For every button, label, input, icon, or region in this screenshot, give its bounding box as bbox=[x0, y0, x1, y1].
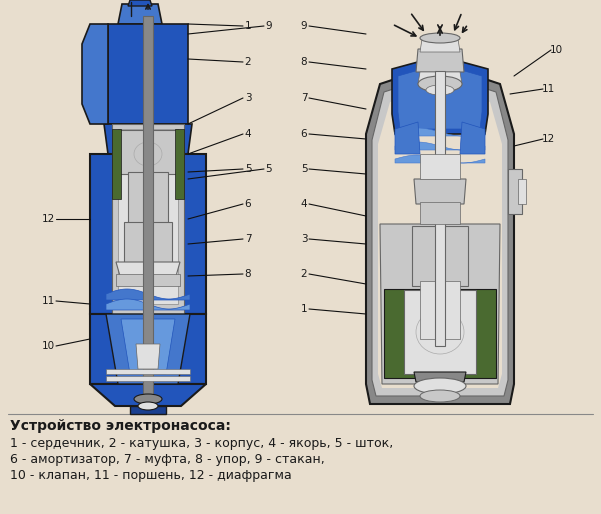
Bar bbox=[120, 130, 176, 174]
Polygon shape bbox=[416, 49, 464, 72]
Polygon shape bbox=[106, 299, 190, 310]
Polygon shape bbox=[395, 155, 485, 163]
Text: 3: 3 bbox=[245, 93, 251, 103]
Ellipse shape bbox=[426, 85, 454, 95]
Polygon shape bbox=[118, 129, 178, 304]
Ellipse shape bbox=[134, 394, 162, 404]
Bar bbox=[435, 71, 445, 346]
Polygon shape bbox=[106, 376, 190, 381]
Polygon shape bbox=[366, 64, 514, 404]
Polygon shape bbox=[395, 128, 485, 136]
Ellipse shape bbox=[414, 378, 466, 394]
Polygon shape bbox=[90, 384, 206, 406]
Text: 4: 4 bbox=[300, 199, 307, 209]
Text: 8: 8 bbox=[300, 57, 307, 67]
Polygon shape bbox=[82, 24, 108, 124]
Polygon shape bbox=[418, 72, 462, 84]
Bar bbox=[404, 290, 476, 374]
Text: 7: 7 bbox=[245, 234, 251, 244]
Polygon shape bbox=[175, 129, 184, 199]
Polygon shape bbox=[130, 406, 166, 414]
Text: 6 - амортизатор, 7 - муфта, 8 - упор, 9 - стакан,: 6 - амортизатор, 7 - муфта, 8 - упор, 9 … bbox=[10, 453, 325, 467]
Text: 10 - клапан, 11 - поршень, 12 - диафрагма: 10 - клапан, 11 - поршень, 12 - диафрагм… bbox=[10, 469, 291, 483]
Polygon shape bbox=[420, 39, 460, 52]
Text: 5: 5 bbox=[245, 164, 251, 174]
Ellipse shape bbox=[418, 76, 462, 92]
Text: 6: 6 bbox=[245, 199, 251, 209]
Polygon shape bbox=[118, 4, 162, 24]
Polygon shape bbox=[398, 64, 482, 129]
Text: 9: 9 bbox=[300, 21, 307, 31]
Text: 6: 6 bbox=[300, 129, 307, 139]
Polygon shape bbox=[128, 0, 152, 6]
Polygon shape bbox=[420, 202, 460, 224]
Polygon shape bbox=[106, 314, 190, 384]
Polygon shape bbox=[395, 122, 420, 154]
Bar bbox=[124, 222, 172, 264]
Polygon shape bbox=[508, 169, 522, 214]
Text: 1: 1 bbox=[245, 21, 251, 31]
Text: 10: 10 bbox=[41, 341, 55, 351]
Text: 9: 9 bbox=[266, 21, 272, 31]
Text: 1: 1 bbox=[300, 304, 307, 314]
Polygon shape bbox=[395, 142, 485, 150]
Polygon shape bbox=[112, 129, 121, 199]
Polygon shape bbox=[518, 179, 526, 204]
Bar bbox=[128, 172, 168, 224]
Polygon shape bbox=[384, 289, 496, 378]
Text: 5: 5 bbox=[300, 164, 307, 174]
Text: 2: 2 bbox=[245, 57, 251, 67]
Text: 2: 2 bbox=[300, 269, 307, 279]
Bar bbox=[143, 16, 153, 406]
Text: 3: 3 bbox=[300, 234, 307, 244]
Polygon shape bbox=[460, 122, 485, 154]
Polygon shape bbox=[90, 154, 206, 314]
Polygon shape bbox=[104, 124, 192, 154]
Polygon shape bbox=[121, 319, 175, 374]
Text: 5: 5 bbox=[266, 164, 272, 174]
Polygon shape bbox=[116, 262, 180, 276]
Text: 7: 7 bbox=[300, 93, 307, 103]
Polygon shape bbox=[116, 274, 180, 286]
Polygon shape bbox=[372, 74, 508, 396]
Polygon shape bbox=[414, 179, 466, 204]
Text: 12: 12 bbox=[542, 134, 555, 144]
Text: 1 - сердечник, 2 - катушка, 3 - корпус, 4 - якорь, 5 - шток,: 1 - сердечник, 2 - катушка, 3 - корпус, … bbox=[10, 437, 393, 450]
Polygon shape bbox=[414, 372, 466, 382]
Polygon shape bbox=[420, 154, 460, 179]
Text: 12: 12 bbox=[41, 214, 55, 224]
Ellipse shape bbox=[420, 33, 460, 43]
Polygon shape bbox=[106, 289, 190, 300]
Bar bbox=[420, 281, 460, 339]
Text: 10: 10 bbox=[549, 45, 563, 55]
Polygon shape bbox=[378, 84, 502, 388]
Polygon shape bbox=[90, 314, 206, 384]
Polygon shape bbox=[136, 344, 160, 369]
Ellipse shape bbox=[420, 390, 460, 402]
Text: 11: 11 bbox=[542, 84, 555, 94]
Polygon shape bbox=[106, 369, 190, 374]
Text: 4: 4 bbox=[245, 129, 251, 139]
Polygon shape bbox=[380, 224, 500, 384]
Polygon shape bbox=[108, 24, 188, 124]
Bar bbox=[412, 226, 468, 286]
Polygon shape bbox=[112, 124, 184, 314]
Text: Устройство электронасоса:: Устройство электронасоса: bbox=[10, 419, 231, 433]
Ellipse shape bbox=[138, 402, 158, 410]
Text: 8: 8 bbox=[245, 269, 251, 279]
Bar bbox=[0, 414, 601, 514]
Text: 11: 11 bbox=[41, 296, 55, 306]
Polygon shape bbox=[392, 56, 488, 134]
